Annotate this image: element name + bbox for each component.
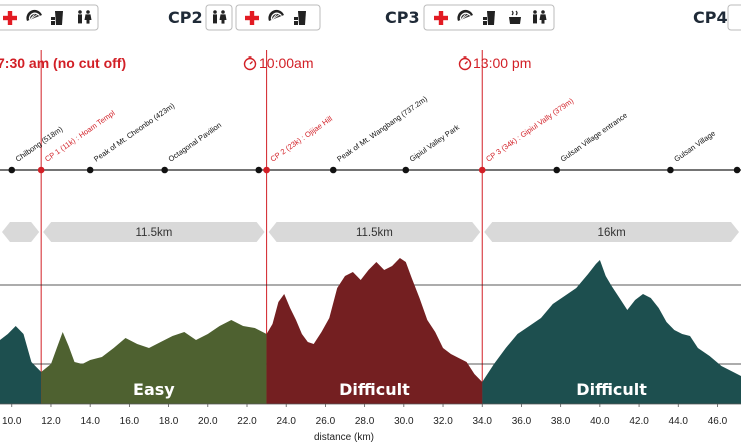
cp2-cutoff-label: 10:00am: [259, 55, 313, 71]
x-tick-label: 38.0: [551, 416, 571, 427]
difficulty-label: Difficult: [576, 380, 647, 399]
x-tick-label: 12.0: [41, 416, 61, 427]
cp2-toilet-box: [205, 4, 233, 31]
x-tick-label: 30.0: [394, 416, 414, 427]
cp3-label: CP3: [385, 8, 420, 27]
cutoff-times: 7:30 am (no cut off) 10:00am 13:00 pm: [0, 55, 531, 71]
poi-label: Peak of Mt. Cheonbo (423m): [92, 101, 176, 164]
poi-marker: [733, 166, 741, 174]
cp3-cutoff-label: 13:00 pm: [473, 55, 531, 71]
difficulty-label: Easy: [133, 380, 175, 399]
x-tick-label: 20.0: [198, 416, 218, 427]
stopwatch-icon: [243, 55, 257, 71]
x-tick-label: 16.0: [120, 416, 140, 427]
checkpoint-marker: [263, 166, 270, 174]
x-tick-label: 14.0: [80, 416, 100, 427]
segment-arrow: [268, 222, 481, 242]
poi-marker: [161, 166, 168, 174]
checkpoint-marker: [37, 166, 45, 174]
poi-marker: [553, 166, 561, 174]
x-tick-label: 34.0: [473, 416, 493, 427]
x-tick-label: 24.0: [276, 416, 296, 427]
x-tick-label: 36.0: [512, 416, 532, 427]
segment-distance-label: 11.5km: [135, 227, 172, 239]
poi-label: Gulsan Village: [672, 129, 717, 164]
poi-label: Octagonal Pavilion: [167, 120, 223, 163]
poi-marker: [255, 166, 263, 174]
x-tick-label: 18.0: [159, 416, 179, 427]
elevation-area: [482, 260, 741, 404]
cp2-amenities-box: [235, 4, 321, 31]
elevation-area: [41, 320, 267, 404]
poi-label: Chilbong (518m): [14, 124, 65, 163]
cp1-amenities-box: [0, 4, 99, 31]
poi-label: Gulsan Village entrance: [559, 111, 629, 164]
cp2-label: CP2: [168, 8, 203, 27]
x-tick-label: 44.0: [669, 416, 689, 427]
x-tick-label: 42.0: [629, 416, 649, 427]
x-tick-label: 28.0: [355, 416, 375, 427]
poi-marker: [8, 166, 16, 174]
segment-arrow: [484, 222, 739, 242]
poi-label: Gipiul Valley Park: [408, 122, 461, 163]
x-tick-label: 22.0: [237, 416, 257, 427]
cp3-amenities-box: [423, 4, 555, 31]
checkpoint-header: CP2 CP3 CP4: [0, 4, 741, 31]
chart-layer: Chilbong (518m)CP 1 (11k) : Hoam TemplPe…: [0, 50, 741, 443]
elevation-area: [266, 258, 483, 404]
poi-marker: [329, 166, 337, 174]
cp4-amenities-box: [727, 4, 741, 31]
poi-marker: [86, 166, 94, 174]
difficulty-label: Difficult: [339, 380, 410, 399]
start-time-label: 7:30 am (no cut off): [0, 55, 126, 71]
stopwatch-icon: [458, 55, 472, 71]
elevation-area: [0, 326, 42, 404]
segment-arrow: [2, 222, 40, 242]
x-tick-label: 32.0: [433, 416, 453, 427]
checkpoint-marker: [478, 166, 486, 174]
x-tick-label: 40.0: [590, 416, 610, 427]
checkpoint-poi-label: CP 2 (23k) : Ojijae Hill: [269, 114, 335, 164]
x-axis-title: distance (km): [314, 432, 374, 443]
x-tick-label: 10.0: [2, 416, 22, 427]
segment-distance-label: 16km: [598, 227, 626, 239]
segment-distance-label: 11.5km: [356, 227, 393, 239]
segment-arrow: [43, 222, 265, 242]
poi-marker: [667, 166, 674, 174]
x-tick-label: 46.0: [708, 416, 728, 427]
x-tick-label: 26.0: [316, 416, 336, 427]
poi-marker: [402, 166, 410, 174]
cp4-label: CP4: [693, 8, 728, 27]
